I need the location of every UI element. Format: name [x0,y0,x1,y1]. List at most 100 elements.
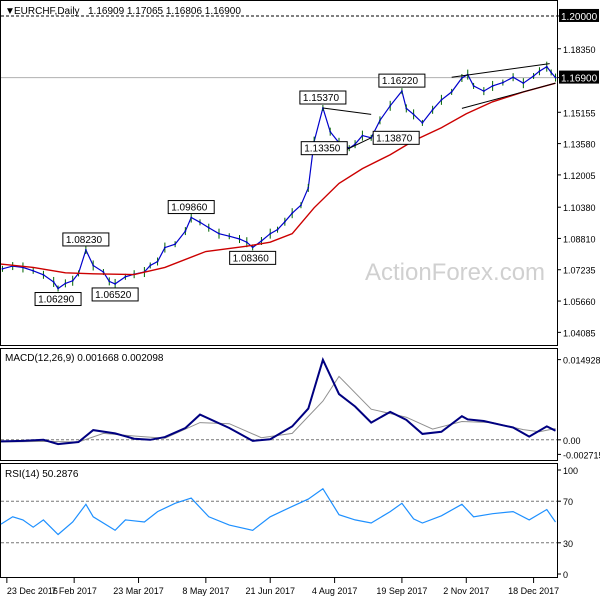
x-axis-label: 7 Feb 2017 [51,586,97,596]
x-axis-label: 2 Nov 2017 [443,586,489,596]
macd-axis-label: 0.00 [563,436,581,446]
current-price-label: 1.16900 [561,74,598,85]
price-axis-label: 1.05660 [563,297,596,307]
price-annotation-label: 1.09860 [171,203,208,214]
price-axis-label: 1.18350 [563,45,596,55]
price-annotation-label: 1.08360 [233,253,270,264]
x-axis-label: 23 Mar 2017 [113,586,164,596]
ema-line [0,82,556,276]
price-annotation-box [167,200,215,215]
watermark: ActionForex.com [365,259,545,286]
rsi-title: RSI(14) 50.2876 [5,469,79,480]
price-point [329,130,332,133]
rsi-panel-frame [0,463,558,578]
price-annotation-box [300,141,348,156]
price-point [57,287,59,290]
price-point [554,76,557,79]
price-point [545,65,548,68]
price-point [276,228,279,231]
x-axis-label: 4 Aug 2017 [312,586,358,596]
price-panel-frame [0,0,558,346]
price-point [522,82,525,85]
price-annotation-label: 1.08230 [66,235,103,246]
price-annotation-box [378,73,426,88]
x-axis-label: 21 Jun 2017 [245,586,295,596]
price-axis-label: 1.20000 [561,12,598,23]
price-point [405,107,408,110]
price-point [245,241,248,244]
x-axis-label: 18 Dec 2017 [508,586,559,596]
price-point [174,243,177,246]
rsi-axis-label: 100 [563,466,578,476]
price-annotation-box [91,287,139,302]
price-point [389,104,392,107]
price-point [124,275,127,278]
price-annotation-box [372,130,420,145]
price-point [64,282,67,285]
trendline [451,63,550,78]
price-point [149,264,152,267]
trendline [461,82,556,109]
price-point [307,187,310,189]
price-annotation-box [34,292,82,307]
price-axis-label: 1.13580 [563,140,596,150]
price-point [71,279,74,282]
price-axis-label: 1.07235 [563,266,596,276]
price-annotation-label: 1.16220 [382,76,419,87]
x-axis-label: 8 May 2017 [182,586,229,596]
price-line [2,65,556,290]
price-point [218,232,220,235]
price-point [108,280,111,283]
price-point [238,238,241,240]
rsi-axis-label: 30 [563,539,573,549]
price-point [163,246,166,249]
macd-title: MACD(12,26,9) 0.001668 0.002098 [5,353,164,364]
price-point [421,122,424,124]
price-point [361,134,364,137]
price-point [450,91,453,93]
price-point [42,273,45,276]
trendline [322,107,372,115]
series-layer [0,61,557,536]
price-axis-label: 1.04085 [563,328,596,338]
price-axis-label: 1.12005 [563,171,596,181]
price-point [532,75,535,77]
header-arrow-icon: ▼ [5,6,15,17]
level-label-box [559,8,599,22]
grid-layer [1,15,557,544]
price-point [190,216,193,219]
price-point [114,283,117,285]
price-point [291,212,294,215]
rsi-axis-label: 70 [563,497,573,507]
rsi-axis-label: 0 [563,570,568,580]
price-point [512,76,515,79]
price-annotation-label: 1.13350 [304,144,341,155]
price-point [92,264,95,267]
x-axis-label: 19 Sep 2017 [376,586,427,596]
price-annotation-box [299,90,347,105]
chart-symbol: EURCHF,Daily [14,6,80,17]
price-axis-label: 1.08810 [563,234,596,244]
price-point [84,249,87,251]
price-point [300,204,302,207]
price-point [251,246,254,249]
ohlc-values: 1.16909 1.17065 1.16806 1.16900 [88,6,241,17]
price-axis-label: 1.10380 [563,203,596,213]
annotation-layer: 1.06290 1.08230 1.06520 1.09860 1.08360 1.153… [34,73,426,307]
price-annotation-label: 1.15370 [303,93,340,104]
price-point [538,70,541,73]
price-point [491,85,494,87]
price-point [501,81,504,84]
price-point [52,281,55,283]
price-annotation-box [62,232,110,247]
price-point [482,90,485,93]
price-annotation-label: 1.06520 [95,290,132,301]
price-point [199,221,201,224]
price-point [440,98,443,101]
price-point [354,143,356,146]
price-point [401,90,403,93]
axis-layer: 1.20000 1.18350 1.16900 1.15155 1.13580 1.120… [6,8,600,596]
rsi-line [0,487,556,536]
x-axis-label: 23 Dec 2016 [7,586,58,596]
